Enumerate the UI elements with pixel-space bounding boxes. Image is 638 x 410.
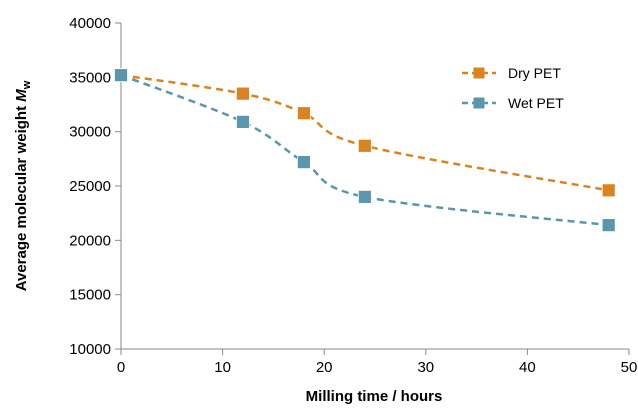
y-tick-label: 35000 [69,69,111,86]
data-point [601,183,616,198]
x-tick-label: 10 [214,359,231,376]
x-tick-label: 30 [417,359,434,376]
series-line [120,73,609,192]
x-axis-title: Milling time / hours [306,388,443,405]
legend: Dry PET Wet PET [462,65,564,111]
data-point [296,155,311,169]
data-point [114,68,128,83]
y-axis-title-symbol: M [13,89,30,102]
data-point [236,86,250,101]
legend-label: Dry PET [508,65,561,81]
ticks: 10000 15000 20000 25000 30000 35000 40000 0 10 20… [69,15,637,376]
data-point [601,218,616,233]
series-line [120,73,609,227]
x-tick-label: 50 [621,359,638,376]
x-tick-label: 40 [519,359,536,376]
x-tick-label: 0 [117,359,125,376]
y-tick-label: 20000 [69,232,111,249]
y-axis-title: Average molecular weight Mw [13,80,33,291]
legend-marker [473,67,485,79]
series-layer [114,68,616,233]
y-tick-label: 15000 [69,287,111,304]
legend-entry: Dry PET [462,65,561,81]
x-tick-label: 20 [316,359,333,376]
y-axis-title-subscript: w [21,80,33,90]
data-point [357,189,372,204]
data-point [236,114,250,129]
legend-label: Wet PET [508,95,564,111]
data-point [357,138,372,153]
legend-entry: Wet PET [462,95,564,111]
y-tick-label: 30000 [69,124,111,141]
y-tick-label: 25000 [69,178,111,195]
data-point [296,106,311,121]
y-tick-label: 40000 [69,15,111,32]
y-tick-label: 10000 [69,341,111,358]
legend-marker [473,97,485,109]
series-wet-pet [114,68,616,233]
y-axis-title-text: Average molecular weight [13,102,30,292]
series-dry-pet [114,68,616,198]
